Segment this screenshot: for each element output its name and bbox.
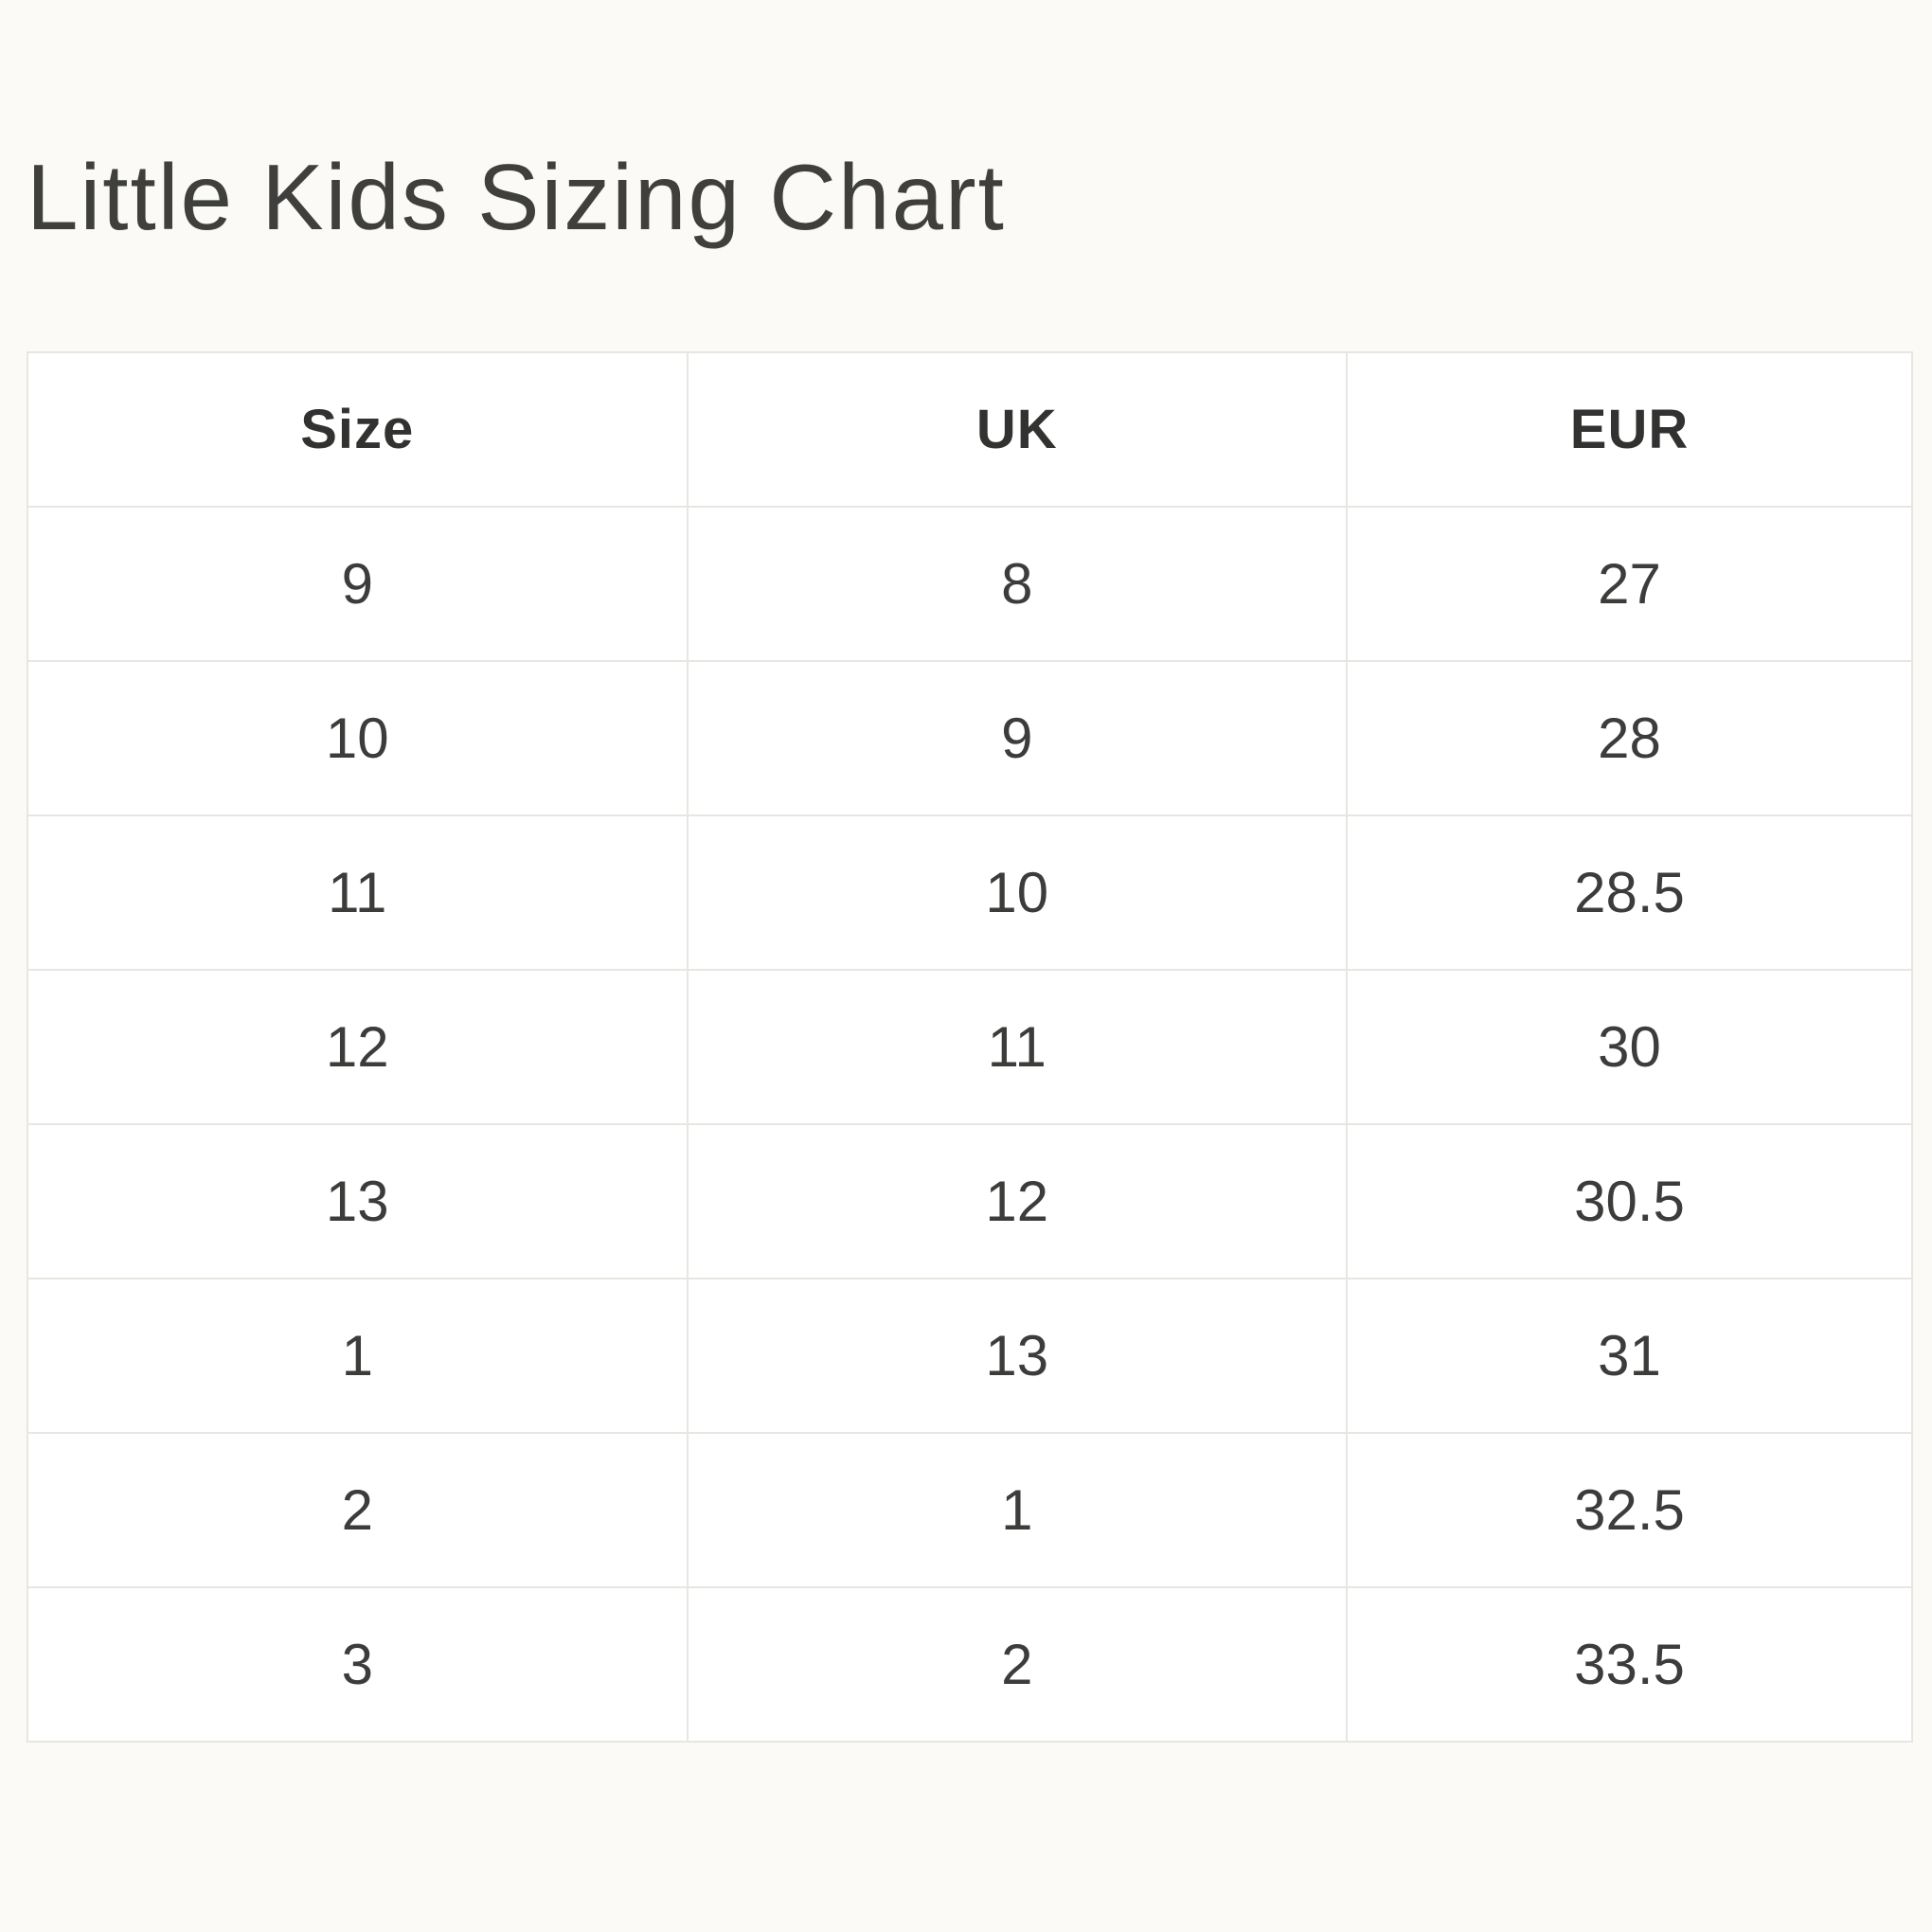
uk-cell: 9 xyxy=(686,659,1348,816)
size-cell: 1 xyxy=(27,1277,689,1434)
uk-cell: 12 xyxy=(686,1122,1348,1279)
eur-cell: 30 xyxy=(1346,968,1913,1125)
table-row: 10 9 28 xyxy=(27,659,1913,816)
uk-cell: 2 xyxy=(686,1585,1348,1743)
header-row: Size UK EUR xyxy=(27,350,1913,508)
table-row: 9 8 27 xyxy=(27,505,1913,662)
page-title: Little Kids Sizing Chart xyxy=(27,145,1006,249)
eur-cell: 31 xyxy=(1346,1277,1913,1434)
sizing-table: Size UK EUR 9 8 27 10 9 28 11 10 28.5 xyxy=(27,350,1913,1743)
uk-cell: 11 xyxy=(686,968,1348,1125)
table-row: 12 11 30 xyxy=(27,968,1913,1125)
size-cell: 11 xyxy=(27,814,689,971)
eur-cell: 32.5 xyxy=(1346,1431,1913,1588)
eur-cell: 28.5 xyxy=(1346,814,1913,971)
size-cell: 13 xyxy=(27,1122,689,1279)
uk-cell: 10 xyxy=(686,814,1348,971)
uk-cell: 1 xyxy=(686,1431,1348,1588)
eur-cell: 33.5 xyxy=(1346,1585,1913,1743)
uk-cell: 13 xyxy=(686,1277,1348,1434)
table-row: 1 13 31 xyxy=(27,1277,1913,1434)
eur-cell: 28 xyxy=(1346,659,1913,816)
uk-cell: 8 xyxy=(686,505,1348,662)
table-row: 11 10 28.5 xyxy=(27,814,1913,971)
table-row: 2 1 32.5 xyxy=(27,1431,1913,1588)
eur-cell: 30.5 xyxy=(1346,1122,1913,1279)
size-cell: 12 xyxy=(27,968,689,1125)
size-cell: 10 xyxy=(27,659,689,816)
table-row: 13 12 30.5 xyxy=(27,1122,1913,1279)
table-row: 3 2 33.5 xyxy=(27,1585,1913,1743)
eur-cell: 27 xyxy=(1346,505,1913,662)
size-cell: 9 xyxy=(27,505,689,662)
size-cell: 3 xyxy=(27,1585,689,1743)
col-header-eur: EUR xyxy=(1346,350,1913,508)
size-cell: 2 xyxy=(27,1431,689,1588)
col-header-size: Size xyxy=(27,350,689,508)
col-header-uk: UK xyxy=(686,350,1348,508)
page: Little Kids Sizing Chart Size UK EUR 9 8… xyxy=(27,145,1913,1743)
